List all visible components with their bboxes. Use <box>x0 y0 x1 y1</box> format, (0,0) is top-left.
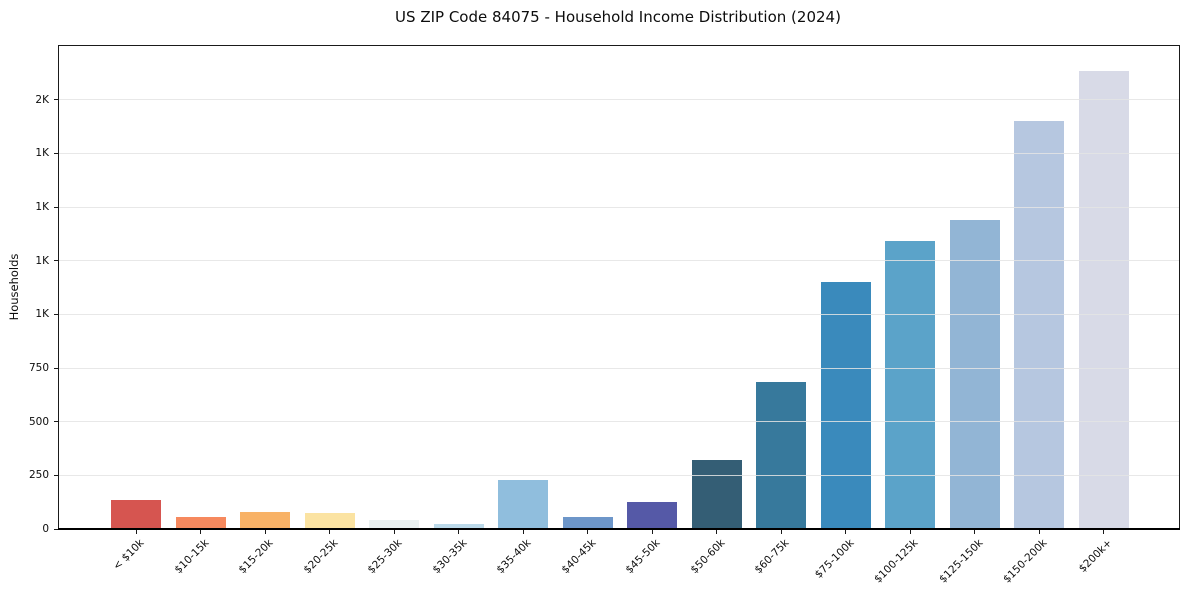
x-tick-label: $125-150k <box>936 537 985 586</box>
x-axis-line <box>58 528 1180 530</box>
bar-45-50k <box>627 502 677 529</box>
x-tick-label: $25-30k <box>365 537 405 577</box>
bar-30-35k <box>433 524 484 529</box>
y-tick-mark <box>54 206 59 208</box>
y-tick-label: 500 <box>28 415 49 428</box>
x-tick-mark <box>716 529 717 534</box>
gridline <box>59 206 1179 208</box>
gridline <box>59 313 1179 315</box>
x-tick-mark <box>909 529 911 534</box>
x-tick-label: $100-125k <box>871 537 921 586</box>
chart-title: US ZIP Code 84075 - Household Income Dis… <box>395 8 841 26</box>
x-tick-mark <box>1103 529 1104 534</box>
x-tick-label: $15-20k <box>236 537 276 577</box>
bar-35-40k <box>498 479 548 529</box>
x-tick-mark <box>200 529 201 534</box>
y-tick-label: 250 <box>28 469 49 482</box>
y-tick-mark <box>54 313 59 315</box>
y-tick-mark <box>54 99 59 101</box>
x-tick-mark <box>522 529 524 534</box>
gridline <box>59 152 1179 154</box>
y-tick-label: 2K <box>35 93 49 106</box>
gridline <box>59 421 1179 423</box>
y-tick-label: 1K <box>35 147 49 160</box>
y-tick-mark <box>54 421 59 423</box>
gridline <box>59 260 1179 262</box>
x-tick-mark <box>458 529 459 534</box>
x-tick-mark <box>135 529 137 534</box>
x-tick-label: $40-45k <box>558 537 598 577</box>
x-tick-mark <box>1038 529 1040 534</box>
gridline <box>59 474 1179 476</box>
x-tick-label: $50-60k <box>687 537 727 577</box>
y-tick-mark <box>54 474 59 476</box>
y-tick-label: 1K <box>35 308 49 321</box>
plot-area: 0 250 500 750 1K 1K 1K 1K 2K < $10k $10-15k $15-20k… <box>29 45 1180 586</box>
bar-200k <box>1078 70 1129 529</box>
bar-10-15k <box>175 517 226 529</box>
x-tick-mark <box>329 529 330 534</box>
bar-25-30k <box>369 520 419 529</box>
gridline <box>59 367 1179 369</box>
x-tick-label: $35-40k <box>494 537 534 577</box>
bar-100-125k <box>885 241 935 529</box>
bar-75-100k <box>820 282 871 529</box>
y-tick-mark <box>54 260 59 262</box>
x-tick-label: $60-75k <box>752 537 792 577</box>
bar-40-45k <box>562 517 613 529</box>
x-tick-mark <box>264 529 266 534</box>
y-tick-mark <box>54 152 59 154</box>
y-tick-mark <box>54 367 59 369</box>
y-tick-label: 0 <box>42 523 49 535</box>
x-tick-mark <box>587 529 588 534</box>
x-tick-label: < $10k <box>110 537 147 573</box>
bar-150-200k <box>1014 121 1064 529</box>
x-tick-mark <box>780 529 782 534</box>
x-tick-label: $200k+ <box>1076 537 1114 575</box>
bar-10k <box>111 500 161 529</box>
bar-125-150k <box>949 219 1000 529</box>
bar-60-75k <box>756 382 806 529</box>
x-tick-mark <box>974 529 975 534</box>
bar-15-20k <box>240 511 290 529</box>
x-tick-label: $45-50k <box>623 537 663 577</box>
gridline <box>59 99 1179 101</box>
x-tick-label: $30-35k <box>429 537 469 577</box>
y-tick-mark <box>54 528 59 530</box>
x-tick-label: $75-100k <box>812 537 856 581</box>
x-tick-mark <box>845 529 846 534</box>
y-tick-label: 1K <box>35 254 49 267</box>
x-tick-mark <box>651 529 653 534</box>
bar-20-25k <box>304 512 355 529</box>
x-tick-label: $150-200k <box>1000 537 1050 586</box>
x-tick-label: $20-25k <box>300 537 340 577</box>
x-tick-label: $10-15k <box>171 537 211 577</box>
bar-50-60k <box>691 460 742 529</box>
y-tick-label: 750 <box>28 362 49 374</box>
y-tick-label: 1K <box>35 201 49 213</box>
x-tick-mark <box>393 529 395 534</box>
